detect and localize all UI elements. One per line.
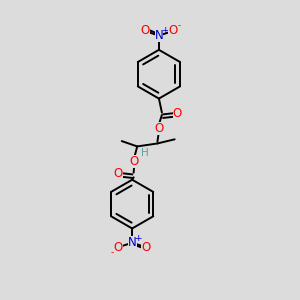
Text: O: O: [141, 241, 151, 254]
Text: N: N: [154, 29, 163, 42]
Text: -: -: [111, 248, 114, 257]
Text: +: +: [161, 26, 169, 35]
Text: O: O: [114, 167, 123, 180]
Text: O: O: [141, 24, 150, 37]
Text: +: +: [134, 234, 142, 243]
Text: O: O: [173, 107, 182, 120]
Text: O: O: [154, 122, 164, 134]
Text: O: O: [168, 24, 177, 37]
Text: N: N: [128, 236, 136, 249]
Text: -: -: [177, 21, 181, 30]
Text: O: O: [130, 155, 139, 168]
Text: H: H: [141, 148, 148, 158]
Text: O: O: [114, 241, 123, 254]
